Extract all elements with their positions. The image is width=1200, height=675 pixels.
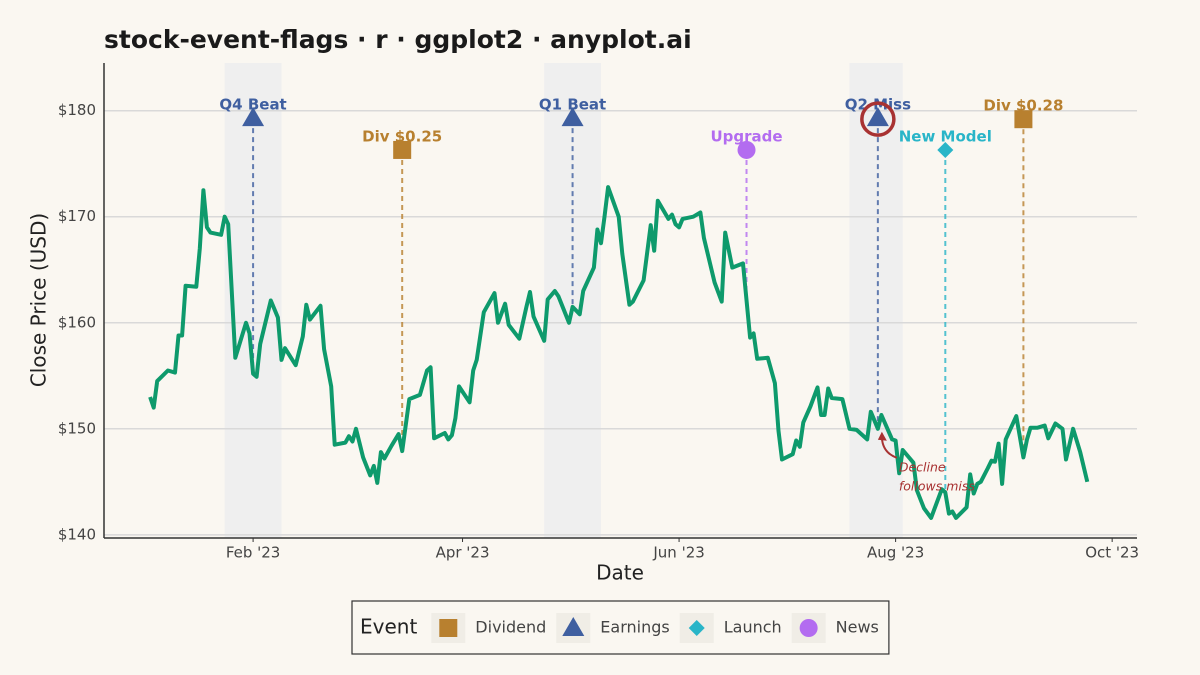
x-tick-label: Apr '23 (436, 544, 490, 562)
legend-marker (562, 617, 585, 636)
event-label: Div $0.28 (983, 97, 1063, 115)
x-tick-label: Oct '23 (1085, 544, 1139, 562)
x-tick-label: Aug '23 (867, 544, 924, 562)
event-label: New Model (899, 127, 992, 145)
event-marker (561, 107, 584, 127)
y-tick-label: $170 (58, 207, 96, 225)
earnings-window (849, 63, 903, 538)
x-axis-title: Date (596, 561, 644, 585)
legend-label: Dividend (475, 618, 546, 637)
event-marker (866, 107, 889, 127)
annotation-text: follows miss (899, 478, 976, 493)
legend-label: Earnings (600, 618, 669, 637)
legend: Event Dividend Earnings Launch News (351, 600, 890, 655)
legend-marker (439, 619, 458, 637)
annotation-arrowhead (877, 431, 887, 441)
legend-marker (688, 620, 705, 636)
legend-marker (799, 619, 818, 637)
x-tick-label: Feb '23 (226, 544, 281, 562)
chart-title: stock-event-flags · r · ggplot2 · anyplo… (104, 25, 692, 54)
annotation-text: Decline (899, 459, 946, 474)
event-marker (937, 141, 954, 158)
legend-label: News (836, 618, 879, 637)
highlight-ring (860, 101, 896, 137)
y-tick-label: $140 (58, 525, 96, 543)
legend-label: Launch (724, 618, 782, 637)
x-tick-label: Jun '23 (652, 544, 704, 562)
event-marker (393, 140, 412, 159)
price-line (148, 185, 1090, 520)
y-tick-label: $180 (58, 101, 96, 119)
event-label: Div $0.25 (362, 127, 442, 145)
event-marker (737, 140, 756, 159)
event-marker (1014, 110, 1033, 129)
legend-title: Event (360, 615, 417, 639)
event-label: Upgrade (710, 127, 782, 145)
y-tick-label: $150 (58, 419, 96, 437)
event-marker (242, 107, 265, 127)
y-tick-label: $160 (58, 313, 96, 331)
y-axis-title: Close Price (USD) (27, 213, 51, 387)
event-label: Q4 Beat (219, 96, 286, 114)
event-label: Q1 Beat (539, 96, 606, 114)
